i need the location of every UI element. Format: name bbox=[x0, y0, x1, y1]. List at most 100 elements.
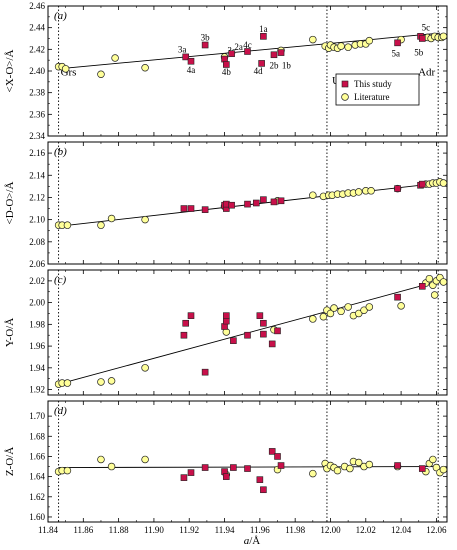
this-study-point bbox=[182, 319, 190, 327]
y-tick-label: 2.38 bbox=[29, 88, 45, 98]
y-tick-label: 2.40 bbox=[29, 66, 45, 76]
x-tick-label: 11.94 bbox=[215, 525, 235, 535]
literature-point bbox=[354, 309, 363, 318]
this-study-point bbox=[201, 368, 209, 376]
this-study-point bbox=[223, 312, 230, 319]
this-study-point bbox=[260, 33, 267, 40]
y-tick-label: 2.06 bbox=[29, 259, 45, 269]
point-annotation: 5b bbox=[414, 48, 424, 58]
literature-point bbox=[309, 315, 317, 323]
panel-frame bbox=[47, 141, 448, 265]
literature-point bbox=[141, 63, 149, 72]
point-annotation: 5a bbox=[392, 49, 401, 59]
this-study-point bbox=[418, 180, 426, 188]
panel-a: 2.342.362.382.402.422.442.46<X-O>/ÅGrsUv… bbox=[4, 1, 448, 141]
point-annotation: 4a bbox=[187, 65, 196, 75]
y-tick-label: 2.44 bbox=[29, 23, 45, 33]
this-study-point bbox=[394, 462, 401, 469]
y-axis-title: <D-O>/Å bbox=[4, 181, 16, 224]
y-axis-title: <X-O>/Å bbox=[4, 49, 16, 92]
literature-point bbox=[439, 179, 447, 187]
svg-text:a/Å: a/Å bbox=[244, 535, 261, 547]
panel-frame bbox=[47, 269, 448, 396]
this-study-point bbox=[277, 462, 285, 469]
literature-point bbox=[111, 54, 119, 62]
literature-point bbox=[141, 364, 149, 372]
x-tick-label: 12.00 bbox=[320, 525, 341, 535]
x-axis-title: a/Å bbox=[244, 535, 261, 547]
this-study-point bbox=[268, 448, 276, 455]
point-annotation: 1a bbox=[259, 24, 268, 34]
x-tick-label: 11.84 bbox=[38, 525, 58, 535]
y-axis-title: Z-O/Å bbox=[4, 447, 16, 476]
this-study-point bbox=[268, 340, 276, 348]
this-study-point bbox=[180, 474, 188, 481]
this-study-point bbox=[270, 198, 278, 206]
point-annotation: 4b bbox=[222, 67, 232, 77]
this-study-point bbox=[277, 197, 285, 205]
y-tick-label: 2.46 bbox=[29, 1, 45, 11]
literature-point bbox=[97, 70, 105, 78]
literature-point bbox=[397, 302, 405, 310]
this-study-point bbox=[180, 205, 188, 212]
x-tick-label: 11.88 bbox=[109, 525, 129, 535]
legend-label-this-study: This study bbox=[354, 79, 392, 89]
literature-point bbox=[309, 191, 317, 199]
literature-point bbox=[330, 304, 338, 312]
y-tick-label: 2.42 bbox=[29, 44, 45, 54]
this-study-point bbox=[180, 331, 188, 339]
panel-b: 2.06 2.08 2.10 2.12 2.14 2.16 <D-O>/Å (b) bbox=[4, 141, 448, 269]
this-study-point bbox=[260, 196, 267, 203]
x-tick-label: 12.06 bbox=[426, 525, 447, 535]
panel-tag: (d) bbox=[54, 405, 67, 417]
literature-point bbox=[97, 378, 105, 386]
this-study-point bbox=[230, 464, 237, 471]
this-study-point bbox=[221, 55, 228, 63]
this-study-point bbox=[228, 50, 235, 57]
y-tick-label: 1.62 bbox=[29, 492, 45, 502]
y-tick-label: 2.16 bbox=[29, 148, 45, 158]
this-study-point bbox=[274, 453, 281, 460]
panel-tag: (c) bbox=[54, 274, 67, 286]
point-annotation: 2a bbox=[234, 42, 243, 52]
literature-point bbox=[337, 307, 345, 316]
this-study-point bbox=[223, 473, 230, 480]
panel-frame bbox=[47, 400, 448, 523]
y-tick-label: 2.14 bbox=[29, 170, 45, 180]
literature-point bbox=[309, 35, 317, 44]
literature-point bbox=[346, 464, 354, 473]
this-study-point bbox=[260, 330, 267, 338]
panel-tag: (b) bbox=[54, 146, 67, 158]
y-tick-label: 1.68 bbox=[29, 431, 45, 441]
point-annotation: 3b bbox=[201, 32, 211, 42]
literature-point bbox=[309, 469, 317, 478]
this-study-point bbox=[244, 331, 251, 339]
y-tick-label: 1.60 bbox=[29, 512, 45, 522]
literature-point bbox=[319, 312, 328, 321]
literature-point bbox=[354, 458, 363, 467]
this-study-point bbox=[256, 476, 264, 483]
literature-point bbox=[63, 221, 72, 229]
this-study-point bbox=[182, 53, 190, 61]
literature-point bbox=[107, 462, 116, 471]
literature-point bbox=[344, 43, 352, 51]
literature-point bbox=[354, 188, 363, 196]
legend-marker-literature bbox=[341, 93, 349, 101]
y-tick-label: 2.34 bbox=[29, 131, 45, 141]
this-study-point bbox=[187, 57, 195, 65]
y-tick-label: 1.94 bbox=[29, 363, 45, 373]
x-tick-label: 11.96 bbox=[250, 525, 270, 535]
this-study-point bbox=[201, 41, 209, 49]
literature-point bbox=[425, 274, 434, 283]
reference-label: Adr bbox=[418, 66, 435, 78]
this-study-point bbox=[187, 312, 195, 319]
y-axis-title: Y-O/Å bbox=[4, 318, 16, 347]
point-annotation: 5c bbox=[422, 23, 431, 33]
this-study-point bbox=[230, 337, 237, 344]
literature-point bbox=[439, 32, 447, 41]
literature-point bbox=[429, 455, 437, 464]
y-tick-label: 1.92 bbox=[29, 385, 45, 395]
panel-tag: (a) bbox=[54, 10, 67, 22]
y-tick-label: 2.36 bbox=[29, 109, 45, 119]
